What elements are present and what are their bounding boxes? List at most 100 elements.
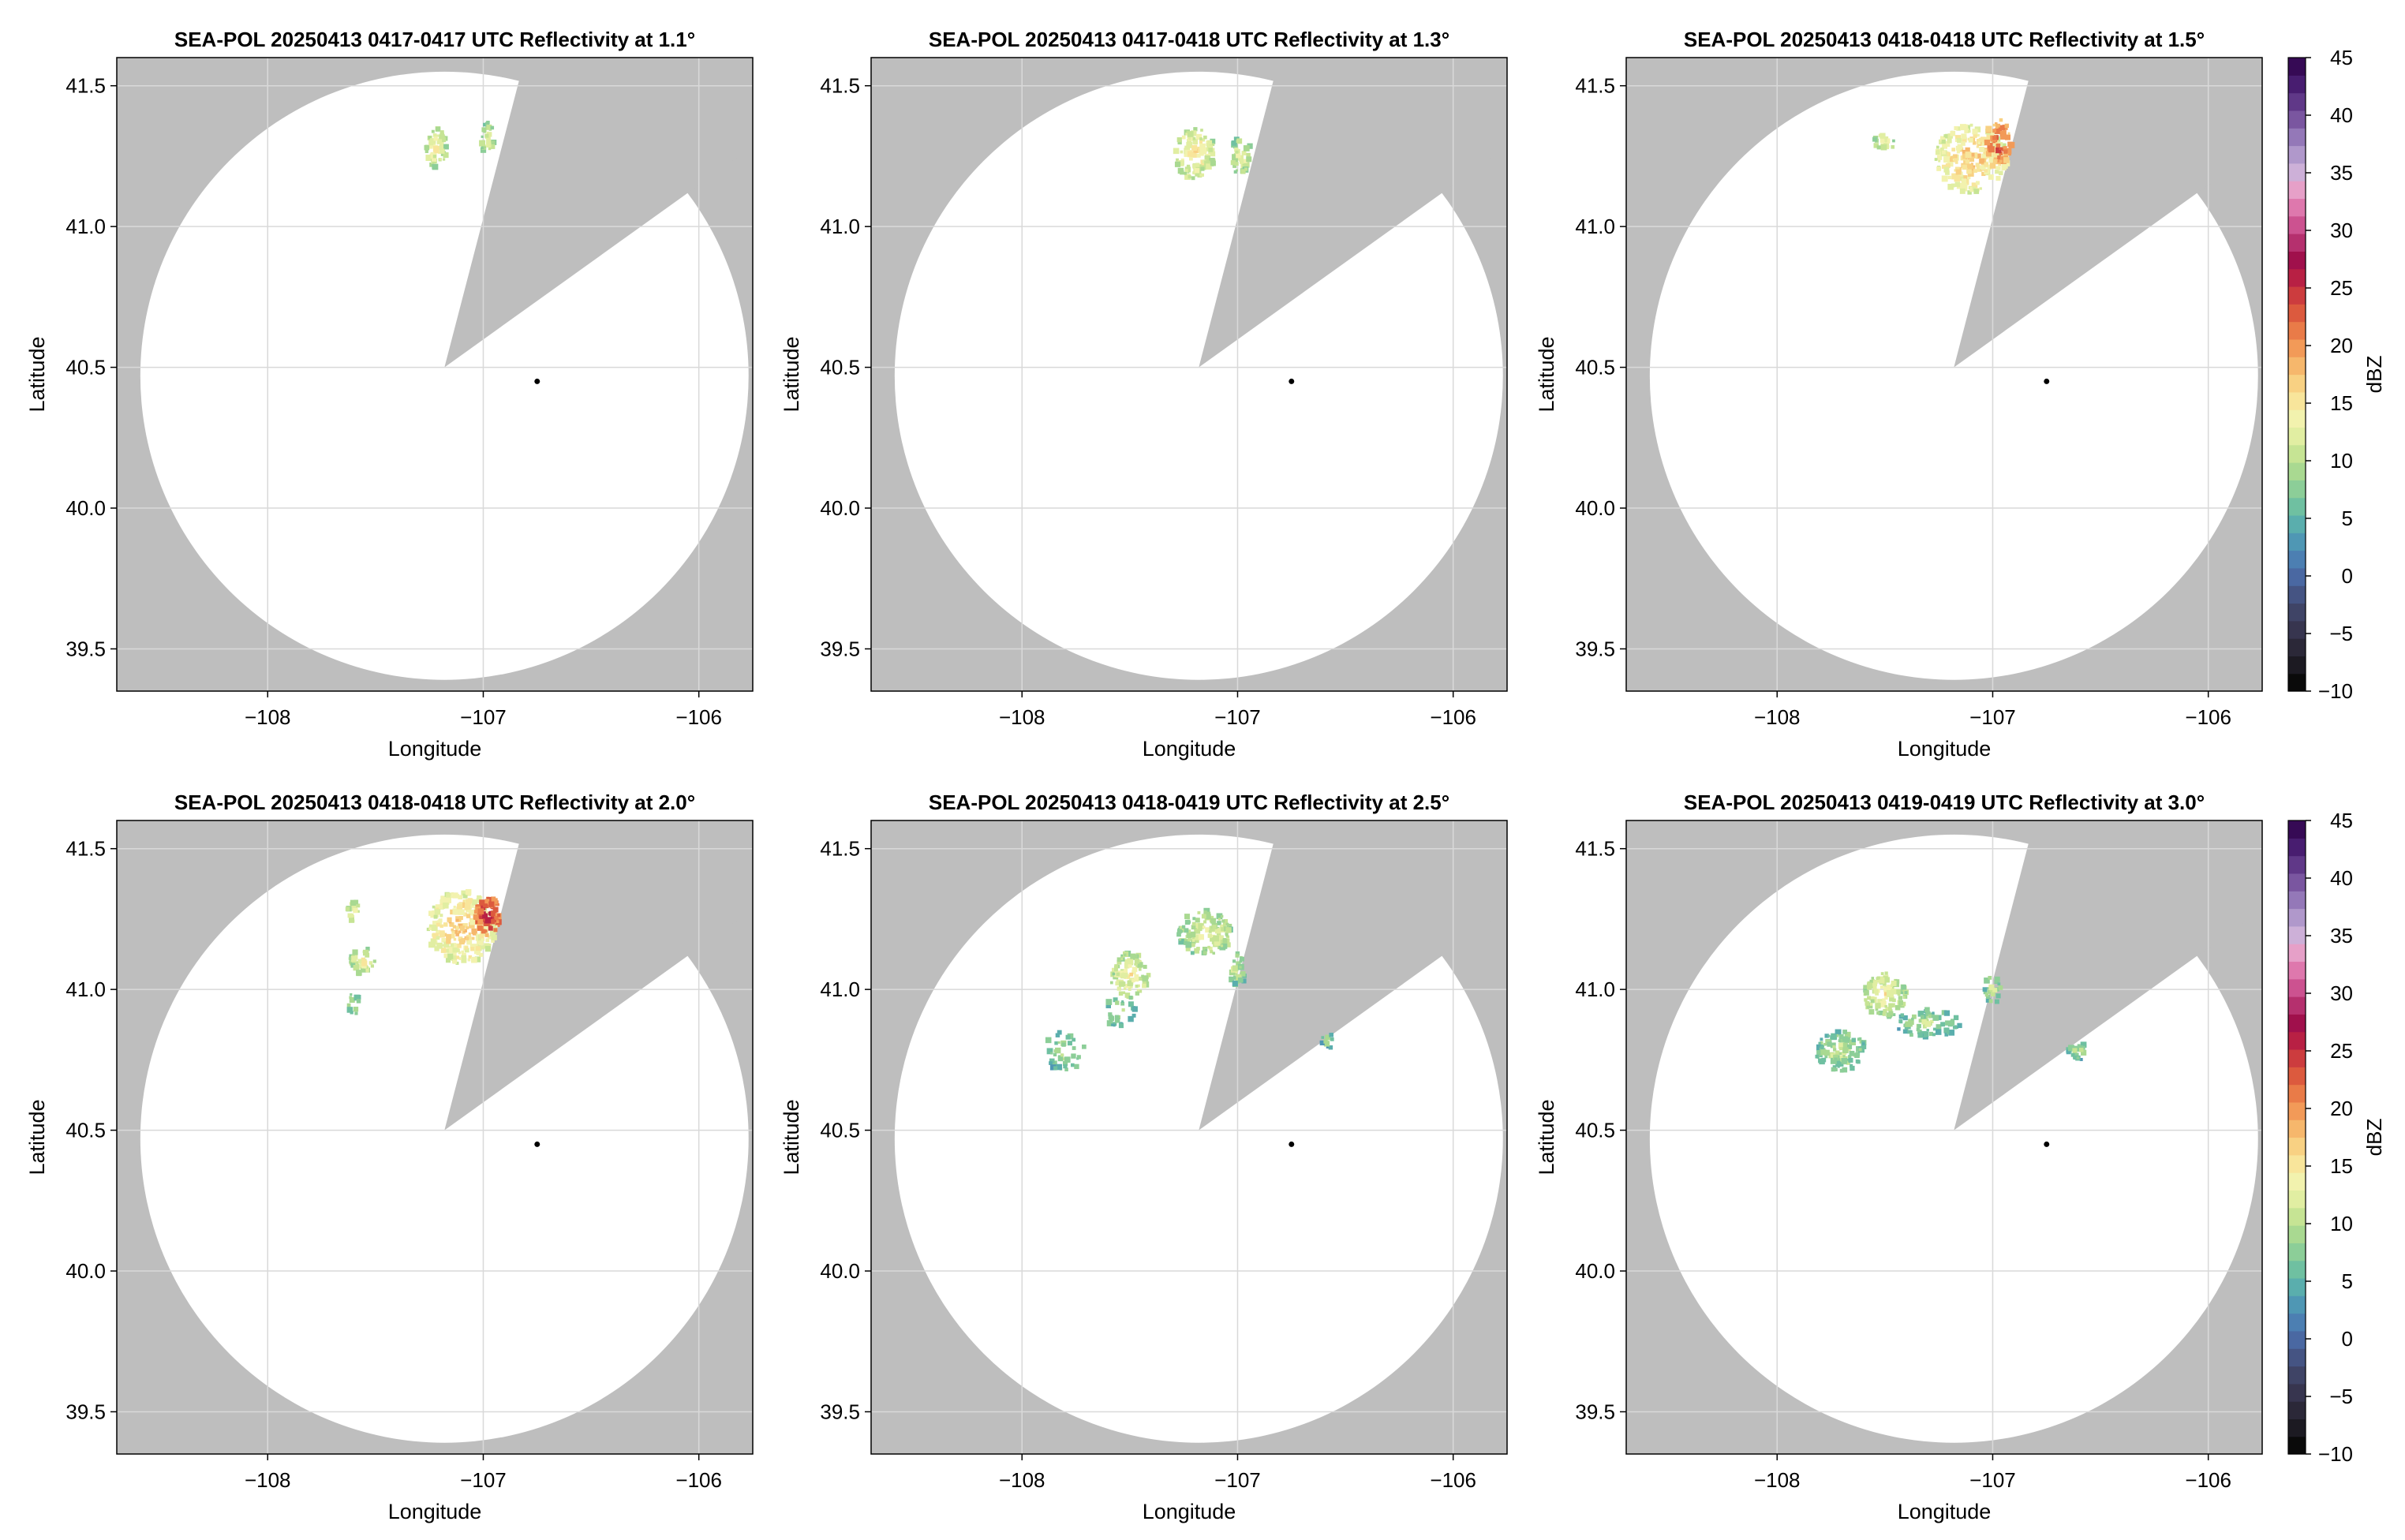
echo-pixel xyxy=(1938,159,1941,163)
echo-pixel xyxy=(1835,1034,1839,1037)
echo-pixel xyxy=(1850,1039,1856,1045)
x-tick-label: −108 xyxy=(245,705,291,729)
echo-pixel xyxy=(1210,151,1216,157)
echo-pixel xyxy=(455,961,459,965)
echo-pixel xyxy=(1243,145,1250,151)
echo-pixel xyxy=(1234,162,1239,166)
echo-pixel xyxy=(1055,1033,1060,1037)
echo-pixel xyxy=(458,909,465,915)
echo-pixel xyxy=(1999,151,2003,155)
echo-pixel xyxy=(477,895,482,900)
echo-pixel xyxy=(1192,136,1196,140)
reflectivity-echoes xyxy=(1173,127,1253,181)
echo-pixel xyxy=(1947,138,1952,144)
echo-pixel xyxy=(368,961,373,965)
blocked-sector xyxy=(444,820,753,1131)
echo-pixel xyxy=(1113,997,1118,1003)
echo-pixel xyxy=(365,946,370,951)
echo-pixel xyxy=(486,142,492,148)
echo-pixel xyxy=(466,899,471,905)
echo-pixel xyxy=(1122,991,1126,995)
echo-pixel xyxy=(1123,968,1128,974)
echo-pixel xyxy=(483,902,489,909)
y-tick-label: 41.5 xyxy=(1575,74,1615,98)
echo-pixel xyxy=(1870,999,1875,1004)
echo-pixel xyxy=(1934,158,1938,161)
echo-pixel xyxy=(440,948,447,953)
echo-pixel xyxy=(1957,137,1962,144)
echo-pixel xyxy=(1210,918,1217,924)
echo-pixel xyxy=(425,155,432,162)
echo-pixel xyxy=(1976,153,1981,159)
echo-pixel xyxy=(478,940,484,946)
echo-pixel xyxy=(1217,918,1221,921)
echo-pixel xyxy=(1191,921,1196,926)
echo-pixel xyxy=(1995,987,1999,992)
echo-pixel xyxy=(1926,1029,1929,1032)
echo-pixel xyxy=(1899,1020,1903,1024)
echo-pixel xyxy=(1891,989,1897,995)
echo-pixel xyxy=(1052,1060,1057,1066)
echo-pixel xyxy=(491,934,497,940)
echo-pixel xyxy=(1204,160,1210,167)
echo-pixel xyxy=(1244,167,1248,171)
echo-pixel xyxy=(1190,951,1195,955)
echo-pixel xyxy=(363,966,369,973)
echo-pixel xyxy=(1872,985,1877,990)
echo-pixel xyxy=(1121,1000,1124,1003)
echo-pixel xyxy=(1199,174,1203,178)
echo-pixel xyxy=(1983,990,1988,995)
echo-pixel xyxy=(431,129,435,133)
echo-pixel xyxy=(451,930,455,934)
echo-pixel xyxy=(1977,133,1980,137)
echo-pixel xyxy=(1995,993,2001,999)
echo-pixel xyxy=(1823,1049,1830,1056)
echo-pixel xyxy=(445,948,450,953)
echo-pixel xyxy=(1943,1010,1951,1016)
echo-pixel xyxy=(441,937,446,943)
echo-pixel xyxy=(1989,989,1993,992)
echo-pixel xyxy=(1999,170,2003,176)
y-tick-label: 40.5 xyxy=(820,356,860,379)
echo-pixel xyxy=(1980,136,1986,142)
echo-pixel xyxy=(1887,985,1892,990)
echo-pixel xyxy=(1955,1026,1958,1030)
echo-pixel xyxy=(1975,181,1980,185)
echo-pixel xyxy=(491,924,497,930)
echo-pixel xyxy=(425,149,428,154)
echo-pixel xyxy=(1820,1037,1823,1041)
echo-pixel xyxy=(349,996,353,1000)
colorbar-segment xyxy=(2288,391,2306,410)
echo-pixel xyxy=(1193,165,1197,169)
echo-pixel xyxy=(1984,139,1991,146)
echo-pixel xyxy=(1883,982,1887,986)
echo-pixel xyxy=(1173,148,1180,155)
echo-pixel xyxy=(439,133,444,137)
echo-pixel xyxy=(1838,1042,1845,1049)
echo-pixel xyxy=(457,903,463,910)
y-tick-label: 39.5 xyxy=(65,637,106,660)
echo-pixel xyxy=(1195,939,1199,944)
echo-pixel xyxy=(472,899,478,906)
colorbar-segment xyxy=(2288,409,2306,428)
echo-pixel xyxy=(1945,133,1950,139)
echo-pixel xyxy=(1948,155,1954,163)
echo-pixel xyxy=(2073,1056,2078,1060)
echo-pixel xyxy=(1936,1015,1942,1021)
echo-pixel xyxy=(1984,162,1989,167)
echo-pixel xyxy=(1886,1012,1891,1018)
echo-pixel xyxy=(353,965,359,971)
echo-pixel xyxy=(1876,976,1880,980)
echo-pixel xyxy=(1878,1010,1883,1015)
echo-pixel xyxy=(1879,1000,1887,1007)
echo-pixel xyxy=(1834,1057,1838,1062)
echo-pixel xyxy=(1842,1042,1849,1048)
colorbar-tick-label: 30 xyxy=(2330,981,2353,1005)
echo-pixel xyxy=(1199,140,1203,144)
echo-pixel xyxy=(1192,917,1196,921)
echo-pixel xyxy=(1821,1057,1827,1063)
echo-pixel xyxy=(1891,145,1895,149)
echo-pixel xyxy=(1994,999,1999,1004)
colorbar-segment xyxy=(2288,1348,2306,1367)
echo-pixel xyxy=(446,939,451,944)
